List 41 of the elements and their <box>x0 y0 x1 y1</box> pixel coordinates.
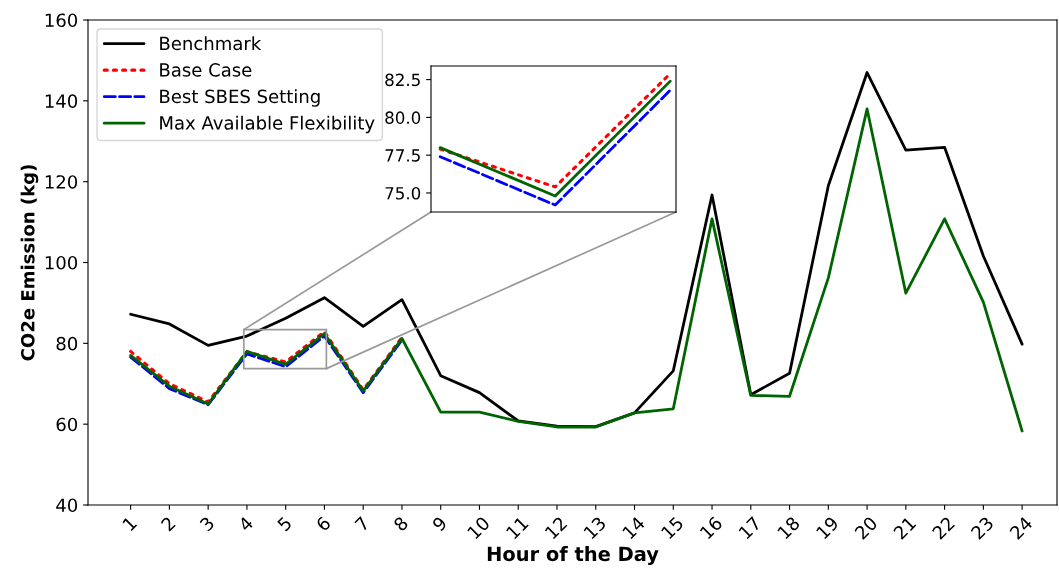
legend-label: Benchmark <box>160 36 262 51</box>
legend-label: Base Case <box>160 63 252 77</box>
legend-label: Best SBES Setting <box>160 89 320 107</box>
x-tick-label: 14 <box>622 515 646 540</box>
y-tick-label: 40 <box>56 498 78 513</box>
y-tick-label: 75.0 <box>385 186 421 200</box>
x-axis-title: Hour of the Day <box>487 546 659 566</box>
x-tick-label: 8 <box>392 515 409 532</box>
x-tick-label: 12 <box>544 516 568 540</box>
x-tick-label: 4 <box>237 515 254 532</box>
y-tick-label: 160 <box>45 13 78 28</box>
x-tick-label: 21 <box>892 516 917 540</box>
y-tick-label: 80 <box>56 336 78 351</box>
x-tick-label: 18 <box>776 515 801 540</box>
x-tick-label: 24 <box>1008 515 1034 540</box>
x-tick-label: 20 <box>853 515 879 540</box>
y-tick-label: 120 <box>45 175 78 189</box>
x-tick-label: 23 <box>970 515 995 540</box>
x-tick-label: 9 <box>431 515 448 532</box>
legend-label: Max Available Flexibility <box>160 115 375 134</box>
y-axis-title: CO2e Emission (kg) <box>20 165 39 361</box>
x-tick-label: 2 <box>160 516 176 532</box>
x-tick-label: 19 <box>815 515 840 540</box>
y-tick-label: 77.5 <box>385 149 420 162</box>
x-tick-label: 5 <box>276 516 293 532</box>
x-tick-label: 22 <box>931 516 955 540</box>
y-tick-label: 100 <box>45 255 78 270</box>
y-tick-label: 80.0 <box>385 111 421 124</box>
y-tick-label: 140 <box>45 94 78 108</box>
x-tick-label: 7 <box>354 516 370 532</box>
x-tick-label: 10 <box>466 515 491 540</box>
x-tick-label: 3 <box>199 515 215 532</box>
x-tick-label: 17 <box>738 516 762 540</box>
x-tick-label: 15 <box>660 516 684 540</box>
y-tick-label: 60 <box>56 417 78 432</box>
x-tick-label: 13 <box>583 515 607 540</box>
x-tick-label: 11 <box>505 516 529 540</box>
x-tick-label: 6 <box>315 515 332 532</box>
x-tick-label: 1 <box>122 516 138 532</box>
x-tick-label: 16 <box>699 515 724 540</box>
y-tick-label: 82.5 <box>385 73 420 87</box>
